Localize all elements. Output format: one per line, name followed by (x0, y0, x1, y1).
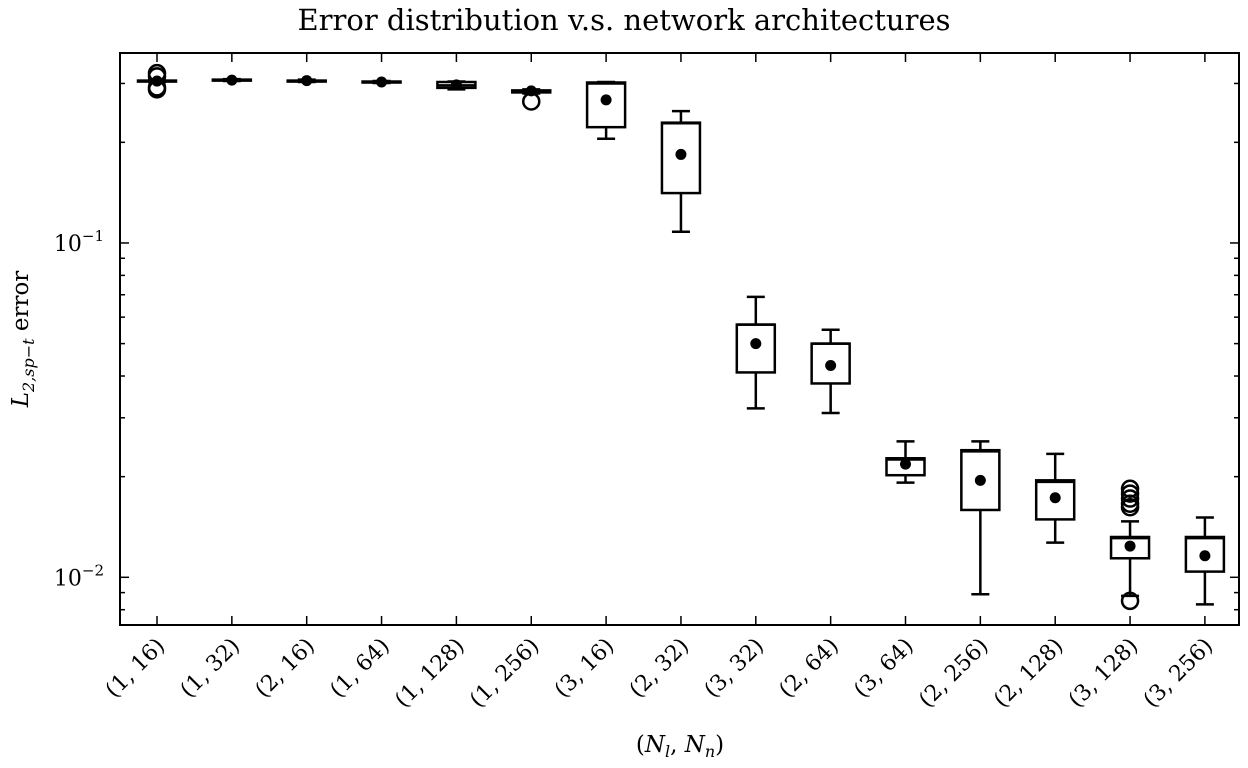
x-tick-label: (2, 128) (989, 634, 1068, 713)
box-6 (585, 80, 627, 140)
x-tick-label: (1, 256) (465, 634, 544, 713)
mean-marker (450, 79, 462, 91)
outlier-marker (1120, 489, 1140, 508)
x-tick-label: (2, 32) (625, 634, 694, 703)
x-label-part: , (670, 732, 685, 758)
outlier-marker (147, 67, 167, 86)
x-tick-label: (1, 16) (101, 634, 170, 703)
x-tick-label: (2, 256) (914, 634, 993, 713)
x-tick-label: (2, 64) (774, 634, 843, 703)
y-tick-label-exponent: −2 (82, 561, 104, 579)
mean-marker (600, 94, 612, 106)
box-1 (211, 74, 253, 86)
y-tick-label: 10−1 (54, 227, 104, 257)
box-13 (1109, 479, 1151, 611)
box-2 (286, 75, 327, 87)
x-tick-label: (3, 256) (1139, 634, 1218, 713)
x-tick-label: (3, 128) (1064, 634, 1143, 713)
outlier-marker (522, 92, 541, 111)
mean-marker (825, 360, 837, 372)
y-tick-label-exponent: −1 (82, 227, 104, 245)
y-tick-label-base: 10 (54, 566, 82, 591)
y-label-symbol: L (8, 392, 34, 408)
y-tick-label: 10−2 (54, 561, 104, 591)
box-12 (1034, 452, 1076, 544)
x-tick-label: (1, 64) (325, 634, 394, 703)
y-label-word: error (8, 271, 34, 339)
y-axis: 10−110−2 (54, 82, 1239, 611)
box-4 (436, 79, 477, 91)
mean-marker (301, 75, 313, 87)
x-label-part: ) (715, 732, 724, 758)
box-series (136, 63, 1226, 611)
mean-marker (376, 76, 388, 88)
x-label-subscript: l (665, 742, 670, 761)
x-tick-label: (3, 16) (550, 634, 619, 703)
box-3 (361, 76, 402, 88)
chart-title: Error distribution v.s. network architec… (297, 3, 950, 37)
x-tick-label: (1, 128) (390, 634, 469, 713)
y-label-subscript: 2,sp−t (19, 338, 38, 393)
box-9 (810, 328, 851, 415)
x-axis-label: (Nl, Nn) (636, 732, 724, 761)
x-axis: (1, 16) (1, 32) (2, 16) (1, 64)(1, 128)(1, … (101, 53, 1218, 713)
outlier-marker (147, 80, 167, 99)
x-tick-label: (3, 64) (849, 634, 918, 703)
outlier-marker (1120, 484, 1140, 503)
mean-marker (1124, 540, 1136, 552)
x-label-part: N (684, 732, 706, 758)
box-8 (735, 295, 777, 410)
mean-marker (226, 74, 238, 86)
box-11 (960, 440, 1001, 596)
plot-area-frame (119, 52, 1240, 626)
x-tick-label: (3, 32) (700, 634, 769, 703)
y-tick-label-base: 10 (54, 232, 82, 257)
box-14 (1184, 516, 1226, 606)
x-label-subscript: n (705, 742, 715, 761)
mean-marker (974, 474, 986, 486)
mean-marker (750, 338, 762, 350)
outlier-marker (1120, 498, 1140, 517)
box-7 (660, 109, 702, 234)
box-0 (136, 63, 178, 99)
y-axis-label: L2,sp−t error (8, 271, 38, 409)
x-label-part: ( (636, 732, 645, 758)
x-tick-label: (2, 16) (251, 634, 320, 703)
x-tick-label: (1, 32) (176, 634, 245, 703)
mean-marker (1049, 492, 1061, 504)
outlier-marker (1120, 591, 1140, 611)
box-5 (511, 85, 552, 111)
x-label-part: N (644, 732, 666, 758)
box-10 (885, 440, 926, 484)
mean-marker (675, 148, 687, 160)
mean-marker (1199, 550, 1211, 562)
mean-marker (900, 458, 911, 470)
